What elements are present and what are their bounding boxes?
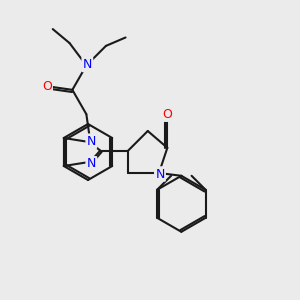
Text: O: O bbox=[42, 80, 52, 92]
Text: N: N bbox=[155, 167, 165, 181]
Text: N: N bbox=[87, 157, 96, 170]
Text: O: O bbox=[162, 108, 172, 121]
Text: N: N bbox=[87, 135, 96, 148]
Text: N: N bbox=[83, 58, 92, 71]
